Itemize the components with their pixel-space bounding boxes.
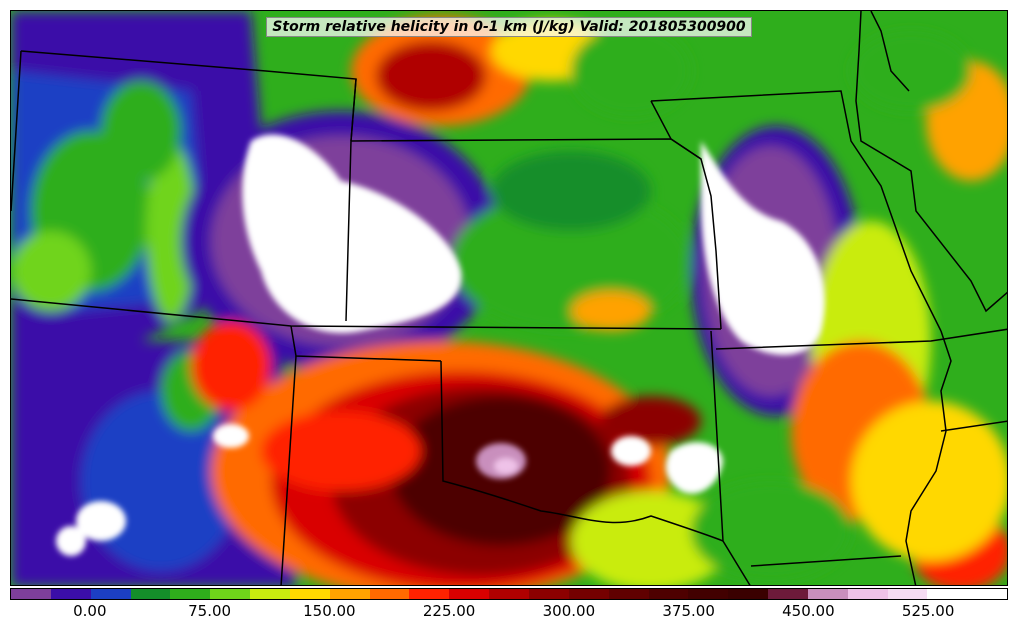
colorbar-swatch — [927, 589, 968, 599]
colorbar-tick-label: 300.00 — [542, 602, 596, 620]
map-panel — [10, 10, 1008, 586]
colorbar-swatch — [688, 589, 729, 599]
colorbar-swatch — [568, 589, 609, 599]
colorbar-swatch — [130, 589, 171, 599]
border-ar-la — [750, 555, 902, 567]
colorbar-tick-label: 450.00 — [782, 602, 835, 620]
colorbar-swatch — [887, 589, 928, 599]
colorbar-swatch — [289, 589, 330, 599]
colorbar-tick-label: 225.00 — [422, 602, 476, 620]
helicity-map — [11, 11, 1007, 585]
colorbar-swatch — [967, 589, 1008, 599]
colorbar-swatch — [768, 589, 808, 599]
colorbar-swatch — [449, 589, 490, 599]
helicity-highs — [56, 134, 825, 556]
border-mo-ar — [715, 328, 1007, 350]
border-mn-ia — [870, 11, 910, 92]
colorbar — [10, 588, 1008, 600]
border-mo — [650, 100, 722, 330]
border-ia-mo — [650, 90, 942, 332]
colorbar-swatch — [250, 589, 290, 599]
colorbar-swatch — [528, 589, 569, 599]
colorbar-swatch — [409, 589, 450, 599]
helicity-field — [11, 11, 1007, 585]
state-borders — [11, 11, 1007, 585]
border-ok-west — [280, 355, 297, 585]
colorbar-swatch — [489, 589, 529, 599]
colorbar-tick-label: 0.00 — [73, 602, 107, 620]
colorbar-swatch — [608, 589, 649, 599]
border-mississippi — [905, 330, 952, 585]
border-ne-ks — [345, 78, 357, 322]
colorbar-tick-label: 375.00 — [662, 602, 715, 620]
border-ok-ar — [710, 330, 751, 585]
colorbar-swatch — [210, 589, 251, 599]
colorbar-swatch — [807, 589, 848, 599]
border-east-tn — [940, 420, 1007, 432]
colorbar-swatch — [369, 589, 410, 599]
border-ne-river — [855, 11, 1007, 313]
colorbar-ticks: 0.00 75.00 150.00 225.00 300.00 375.00 450.00 5… — [10, 600, 1008, 630]
colorbar-swatch — [329, 589, 370, 599]
colorbar-tick-label: 150.00 — [303, 602, 356, 620]
colorbar-tick-label: 525.00 — [901, 602, 955, 620]
border-ok-tx — [440, 360, 724, 542]
colorbar-swatch — [11, 589, 51, 599]
colorbar-swatch — [170, 589, 211, 599]
border-west — [11, 50, 22, 212]
colorbar-tick-label: 75.00 — [188, 602, 232, 620]
colorbar-swatch — [728, 589, 769, 599]
colorbar-swatch — [847, 589, 888, 599]
colorbar-swatch — [648, 589, 689, 599]
colorbar-swatch — [90, 589, 131, 599]
colorbar-swatch — [50, 589, 91, 599]
